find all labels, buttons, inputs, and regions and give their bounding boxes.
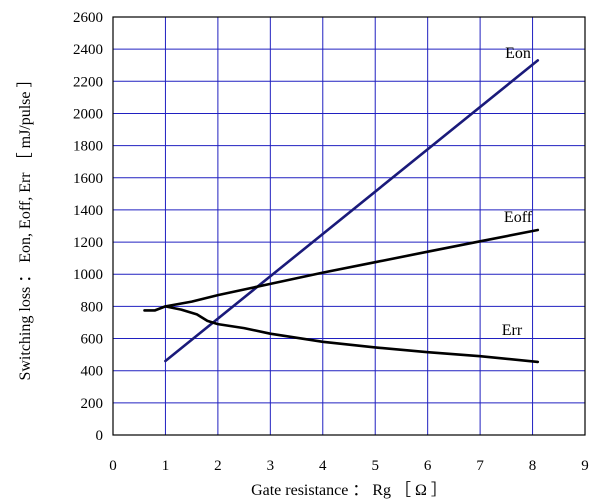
x-tick-label: 7: [476, 458, 484, 474]
x-tick-label: 6: [424, 458, 432, 474]
plot-frame: [112, 16, 586, 436]
series-labels: Eon Eoff Err: [502, 45, 533, 339]
x-tick-label: 1: [162, 458, 170, 474]
y-tick-label: 800: [81, 299, 104, 315]
x-tick-label: 0: [109, 458, 117, 474]
y-tick-label: 2400: [73, 42, 103, 58]
y-tick-label: 1000: [73, 267, 103, 283]
series-line-eon: [164, 59, 540, 363]
y-tick-label: 2200: [73, 74, 103, 90]
x-tick-label: 5: [371, 458, 379, 474]
x-axis-label: Gate resistance ： Rg ［ Ω ］: [251, 481, 447, 499]
y-tick-label: 1400: [73, 203, 103, 219]
tick-labels: 0 1 2 3 4 5 6 7 8 9 0 200 400 600 800 1000 1200 1400 1600 1…: [73, 10, 589, 474]
y-tick-label: 200: [81, 396, 104, 412]
y-tick-label: 2600: [73, 10, 103, 26]
x-tick-label: 2: [214, 458, 222, 474]
series-label-eoff: Eoff: [504, 209, 533, 226]
y-tick-label: 600: [81, 332, 104, 348]
series-label-eon: Eon: [505, 45, 531, 62]
y-axis-label: Switching loss ： Eon, Eoff, Err ［ mJ/pul…: [16, 71, 34, 380]
series-lines: [143, 59, 540, 364]
x-tick-label: 3: [267, 458, 275, 474]
x-tick-label: 9: [581, 458, 589, 474]
y-tick-label: 2000: [73, 106, 103, 122]
y-tick-label: 400: [81, 364, 104, 380]
y-tick-label: 0: [96, 428, 104, 444]
series-line-err: [164, 305, 540, 364]
series-line-eoff: [143, 228, 540, 312]
y-tick-label: 1200: [73, 235, 103, 251]
x-tick-label: 4: [319, 458, 327, 474]
x-tick-label: 8: [529, 458, 537, 474]
y-tick-label: 1600: [73, 171, 103, 187]
series-label-err: Err: [502, 322, 523, 339]
y-tick-label: 1800: [73, 139, 103, 155]
